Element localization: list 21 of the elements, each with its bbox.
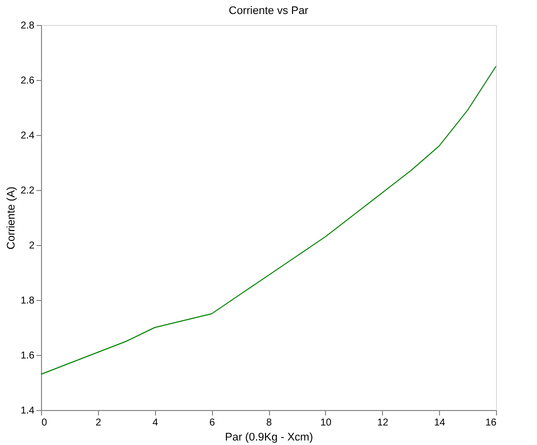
y-tick-label: 2.4 <box>20 130 35 142</box>
y-tick-label: 1.4 <box>20 406 35 416</box>
x-tick-label: 0 <box>42 418 48 428</box>
y-tick-label: 1.8 <box>20 296 35 306</box>
x-tick-label: 10 <box>320 418 332 428</box>
x-tick-label: 14 <box>434 418 446 428</box>
x-tick-label: 16 <box>485 418 497 428</box>
y-tick-label: 2 <box>28 240 35 252</box>
x-tick-label: 2 <box>96 418 102 428</box>
y-tick-label: 1.6 <box>20 350 35 362</box>
x-tick-label: 12 <box>377 418 389 428</box>
x-tick-label: 4 <box>152 418 158 428</box>
chart-title: Corriente vs Par <box>228 5 309 17</box>
y-axis-title: Corriente (A) <box>6 186 18 250</box>
y-tick-label: 2.2 <box>20 186 35 196</box>
y-tick-label: 2.8 <box>20 20 35 32</box>
x-tick-label: 8 <box>266 418 272 428</box>
line-series <box>40 66 496 375</box>
x-axis-title: Par (0.9Kg - Xcm) <box>224 432 314 444</box>
y-tick-label: 2.6 <box>20 76 35 86</box>
x-tick-label: 6 <box>209 418 216 428</box>
